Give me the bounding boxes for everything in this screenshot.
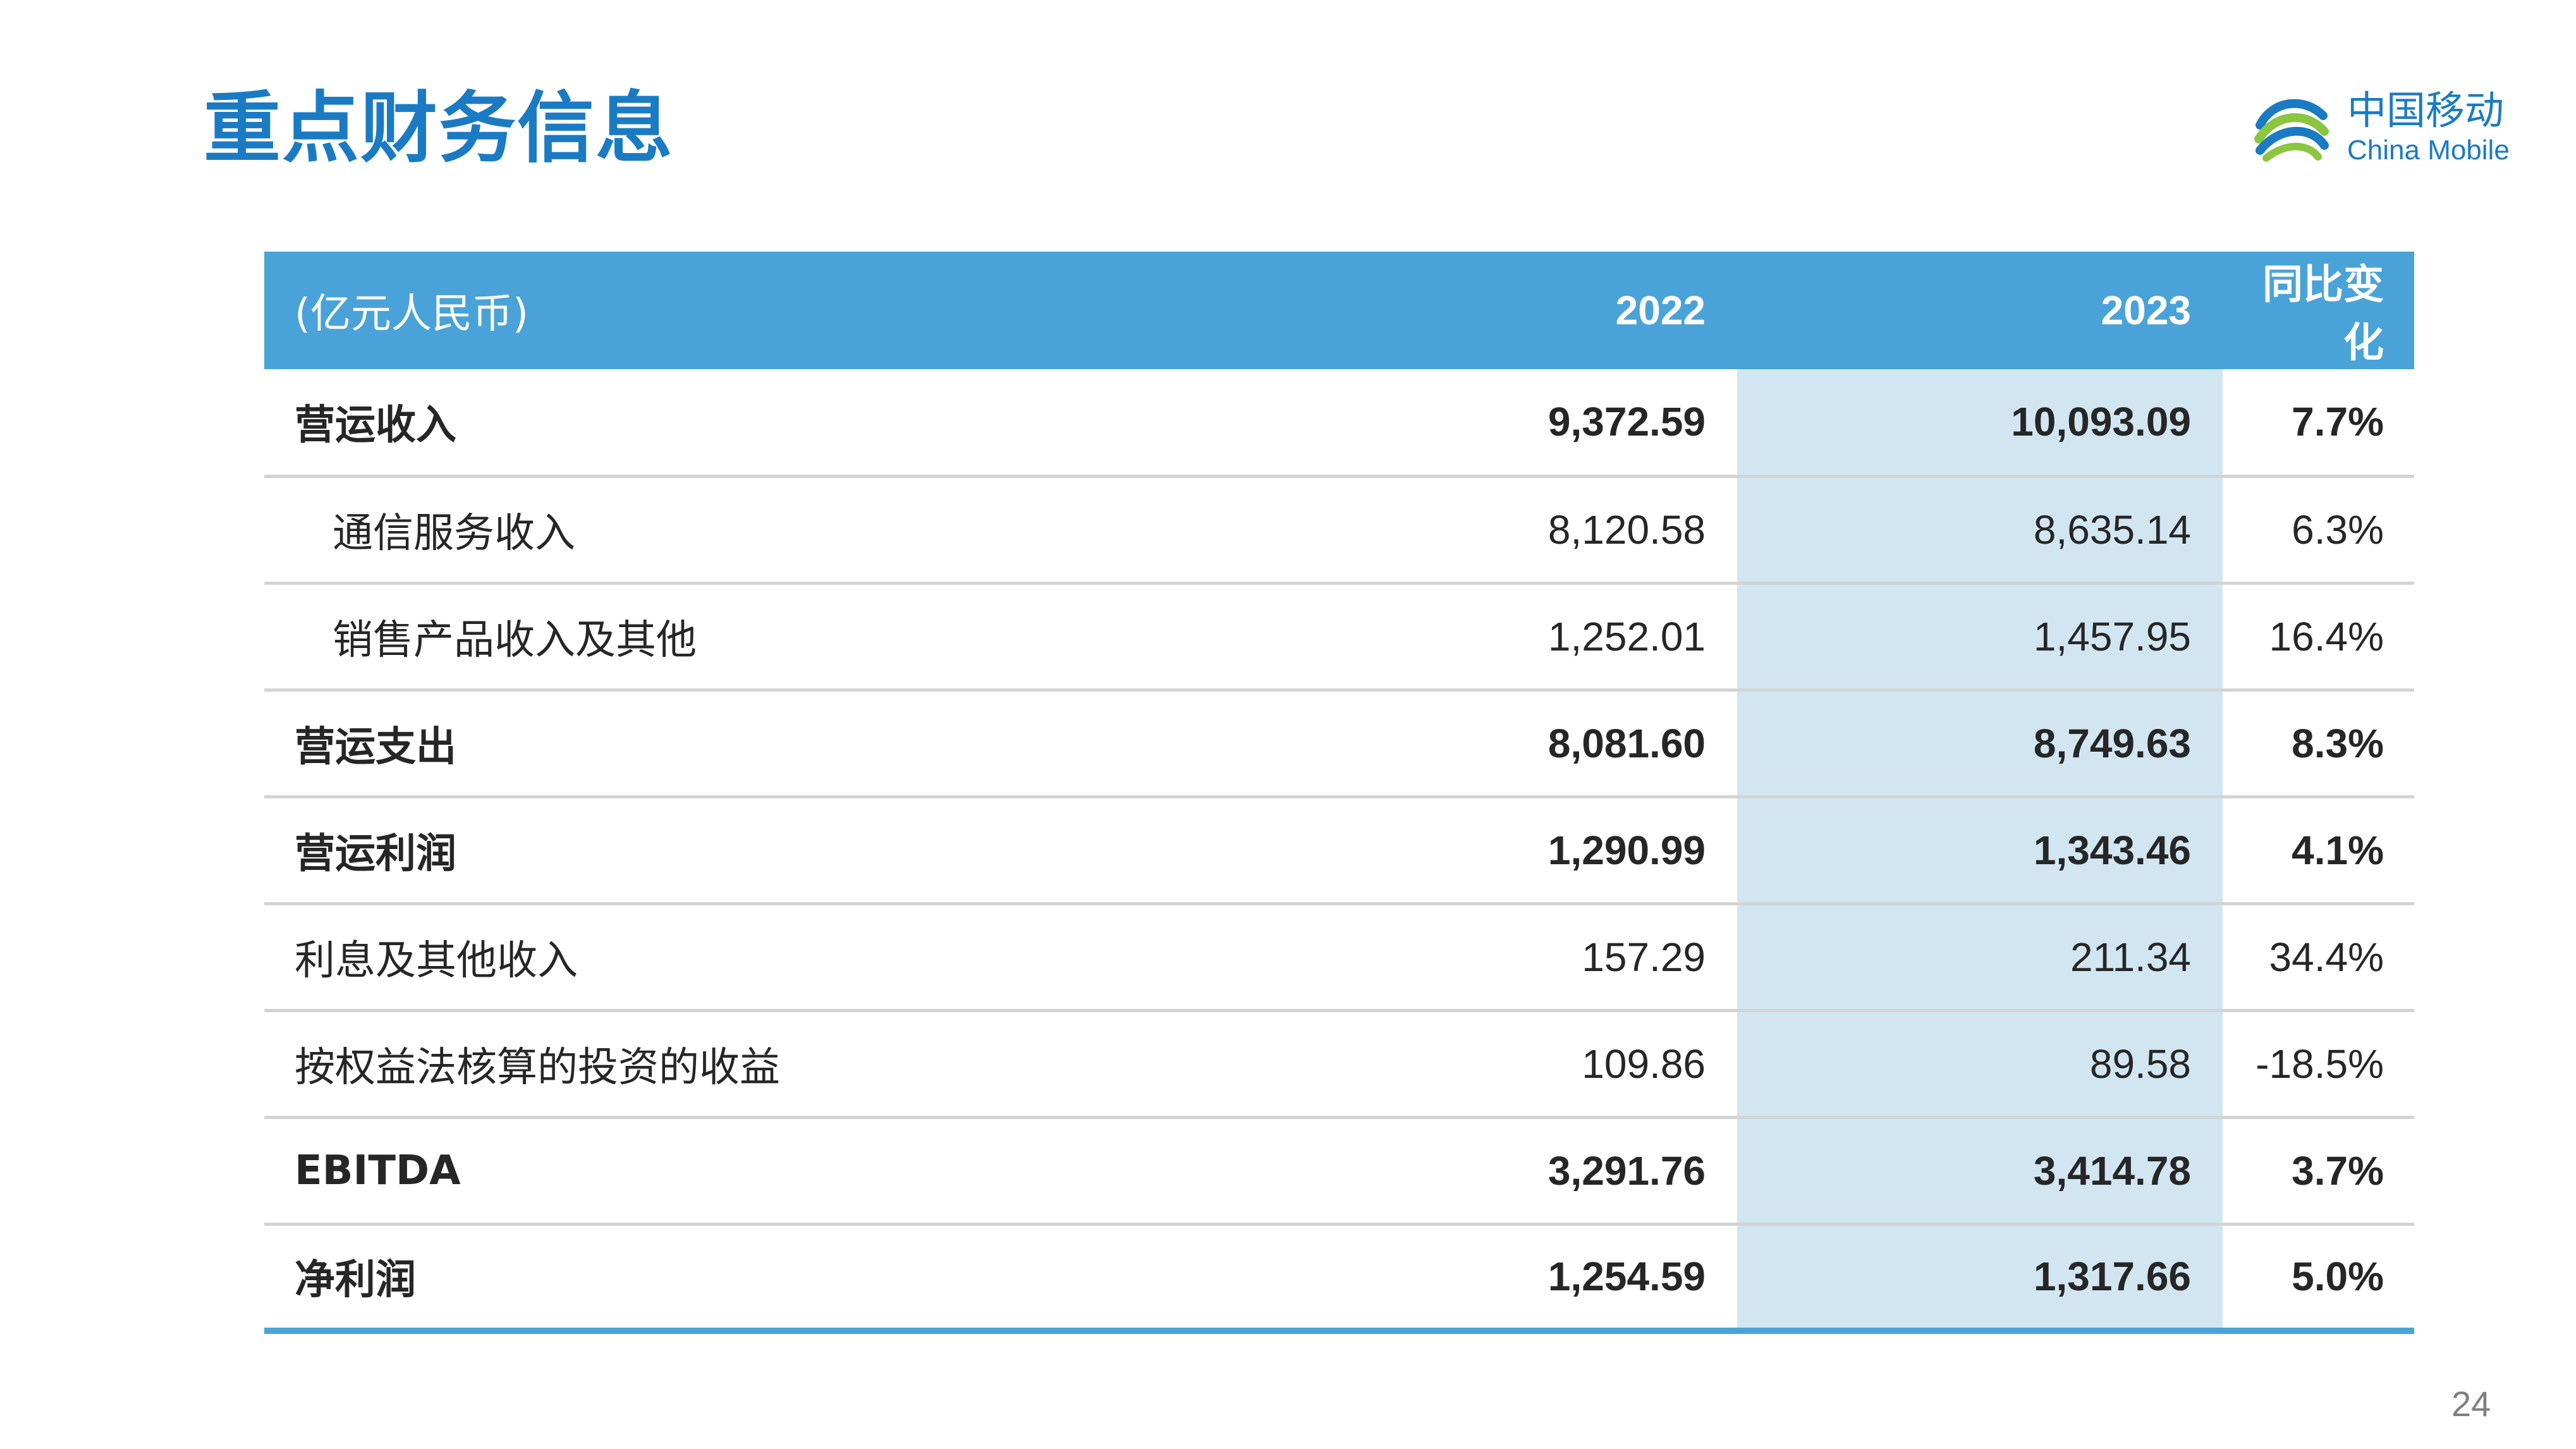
value-2023: 8,635.14 — [1737, 476, 2223, 583]
yoy-change: 6.3% — [2292, 506, 2384, 553]
value-2023: 3,414.78 — [1737, 1117, 2223, 1224]
value-2022: 1,254.59 — [1547, 1254, 1706, 1300]
column-header-yoy-change: 同比变化 — [2262, 262, 2384, 367]
row-label: 销售产品收入及其他 — [333, 616, 697, 664]
column-header-2023: 2023 — [2101, 288, 2191, 333]
table-row: EBITDA 3,291.76 3,414.78 3.7% — [264, 1117, 2414, 1224]
column-header-2022: 2022 — [1615, 288, 1706, 333]
table-row: 营运支出 8,081.60 8,749.63 8.3% — [264, 690, 2414, 797]
value-2022: 8,120.58 — [1547, 506, 1706, 553]
value-2022: 8,081.60 — [1547, 720, 1706, 766]
value-2023: 1,457.95 — [1737, 583, 2223, 690]
table-row: 营运收入 9,372.59 10,093.09 7.7% — [264, 369, 2414, 476]
table-body: 营运收入 9,372.59 10,093.09 7.7% 通信服务收入 8,120.58 8… — [264, 369, 2414, 1331]
yoy-change: 3.7% — [2292, 1147, 2384, 1194]
value-2023: 211.34 — [1737, 903, 2223, 1010]
yoy-change: 16.4% — [2269, 613, 2384, 659]
page-title: 重点财务信息 — [204, 83, 674, 173]
table-row: 销售产品收入及其他 1,252.01 1,457.95 16.4% — [264, 583, 2414, 690]
table-header-row: (亿元人民币) 2022 2023 同比变化 — [264, 252, 2414, 369]
value-2022: 9,372.59 — [1547, 399, 1706, 445]
row-label: EBITDA — [295, 1147, 461, 1194]
row-label: 通信服务收入 — [333, 510, 575, 557]
row-label: 营运支出 — [295, 723, 456, 771]
china-mobile-logo: 中国移动 China Mobile — [2247, 82, 2513, 177]
row-label: 营运收入 — [295, 402, 456, 449]
value-2022: 1,252.01 — [1547, 613, 1706, 659]
yoy-change: -18.5% — [2256, 1041, 2384, 1087]
table-row: 净利润 1,254.59 1,317.66 5.0% — [264, 1224, 2414, 1331]
yoy-change: 8.3% — [2292, 720, 2384, 766]
value-2022: 157.29 — [1582, 934, 1706, 980]
value-2023: 1,317.66 — [1737, 1224, 2223, 1331]
table-row: 利息及其他收入 157.29 211.34 34.4% — [264, 903, 2414, 1010]
yoy-change: 5.0% — [2292, 1254, 2384, 1300]
table-row: 按权益法核算的投资的收益 109.86 89.58 -18.5% — [264, 1010, 2414, 1117]
row-label: 净利润 — [295, 1257, 416, 1304]
column-header-unit: (亿元人民币) — [295, 291, 528, 338]
value-2023: 10,093.09 — [1737, 369, 2223, 476]
value-2023: 89.58 — [1737, 1010, 2223, 1117]
table-row: 营运利润 1,290.99 1,343.46 4.1% — [264, 797, 2414, 903]
china-mobile-logo-icon — [2254, 99, 2329, 162]
page-number: 24 — [2451, 1384, 2491, 1424]
yoy-change: 4.1% — [2292, 827, 2384, 873]
value-2023: 8,749.63 — [1737, 690, 2223, 797]
financial-table: (亿元人民币) 2022 2023 同比变化 营运收入 9,372.59 10,09… — [264, 252, 2414, 1334]
value-2022: 109.86 — [1582, 1041, 1706, 1087]
row-label: 利息及其他收入 — [295, 937, 578, 984]
value-2023: 1,343.46 — [1737, 797, 2223, 903]
logo-name-en: China Mobile — [2347, 135, 2510, 166]
yoy-change: 7.7% — [2292, 399, 2384, 445]
value-2022: 1,290.99 — [1547, 827, 1706, 873]
logo-name-cn: 中国移动 — [2347, 87, 2505, 133]
value-2022: 3,291.76 — [1547, 1147, 1706, 1194]
table-row: 通信服务收入 8,120.58 8,635.14 6.3% — [264, 476, 2414, 583]
row-label: 营运利润 — [295, 830, 456, 877]
yoy-change: 34.4% — [2269, 934, 2384, 980]
row-label: 按权益法核算的投资的收益 — [295, 1044, 780, 1091]
